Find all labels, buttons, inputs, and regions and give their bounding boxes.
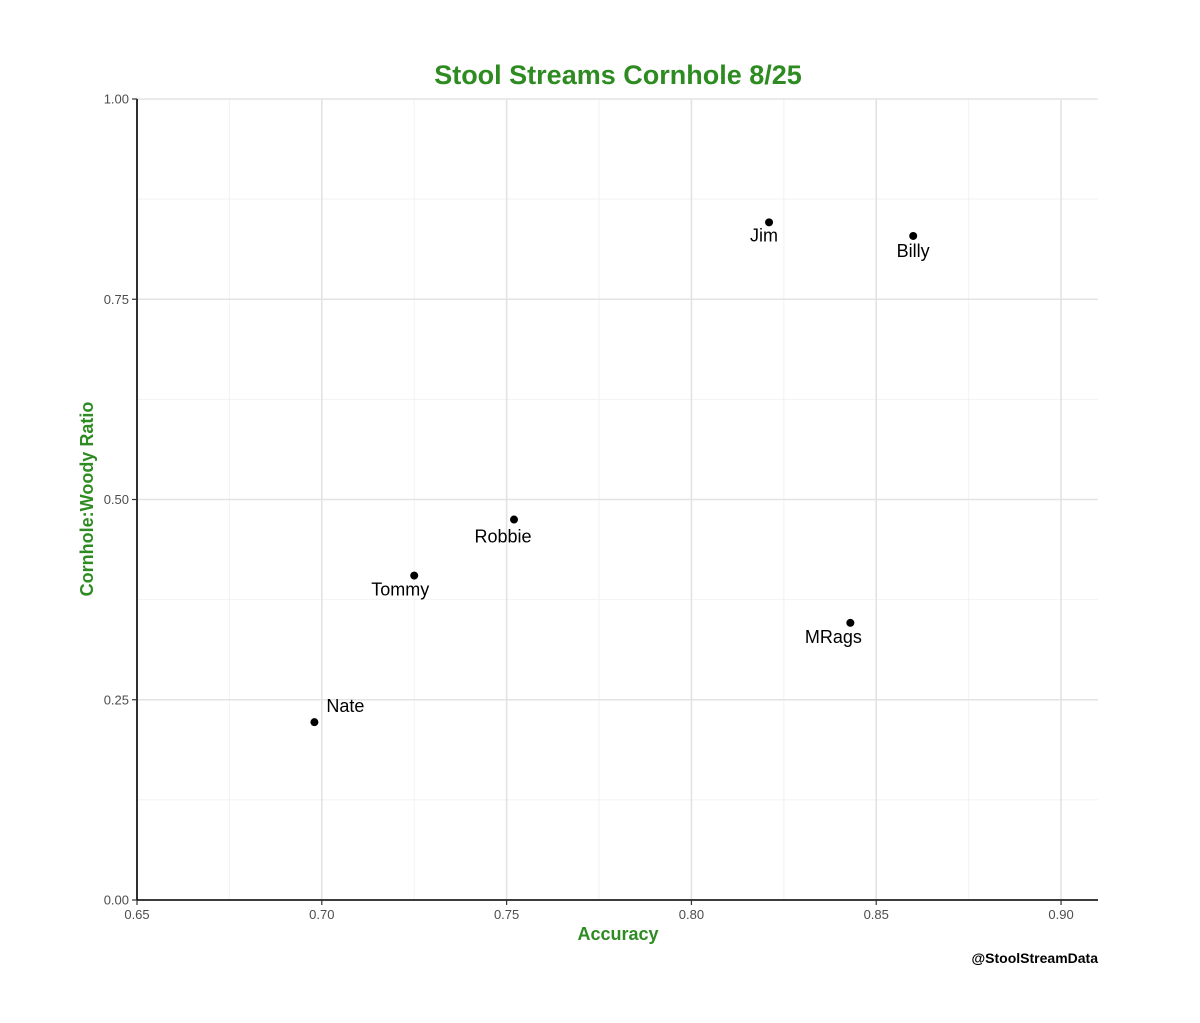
y-tick-label: 0.00 xyxy=(104,893,129,908)
x-tick-label: 0.85 xyxy=(864,907,889,922)
point-label-nate: Nate xyxy=(326,696,364,716)
x-tick-label: 0.80 xyxy=(679,907,704,922)
point-mrags xyxy=(846,618,855,627)
point-label-robbie: Robbie xyxy=(474,527,531,547)
source-caption: @StoolStreamData xyxy=(972,950,1099,966)
chart-title: Stool Streams Cornhole 8/25 xyxy=(434,60,802,90)
point-label-mrags: MRags xyxy=(805,627,862,647)
point-jim xyxy=(765,218,774,227)
y-tick-label: 0.25 xyxy=(104,692,129,707)
point-nate xyxy=(310,718,319,727)
x-tick-label: 0.70 xyxy=(309,907,334,922)
major-grid xyxy=(136,98,1098,901)
point-robbie xyxy=(510,515,519,524)
x-tick-label: 0.65 xyxy=(124,907,149,922)
y-axis-ticks: 0.00 0.25 0.50 0.75 1.00 xyxy=(104,92,137,908)
point-label-jim: Jim xyxy=(750,225,778,245)
point-billy xyxy=(909,231,918,240)
x-axis-ticks: 0.65 0.70 0.75 0.80 0.85 0.90 xyxy=(124,900,1074,922)
x-tick-label: 0.75 xyxy=(494,907,519,922)
y-axis-title: Cornhole:Woody Ratio xyxy=(77,402,97,597)
y-tick-label: 0.75 xyxy=(104,292,129,307)
x-axis-title: Accuracy xyxy=(577,924,658,944)
data-point-labels: Jim Billy Robbie Tommy MRags Nate xyxy=(326,225,929,716)
point-tommy xyxy=(410,571,419,580)
point-label-tommy: Tommy xyxy=(371,580,429,600)
data-points xyxy=(310,218,918,727)
y-tick-label: 0.50 xyxy=(104,492,129,507)
x-tick-label: 0.90 xyxy=(1048,907,1073,922)
y-tick-label: 1.00 xyxy=(104,92,129,107)
point-label-billy: Billy xyxy=(897,241,930,261)
